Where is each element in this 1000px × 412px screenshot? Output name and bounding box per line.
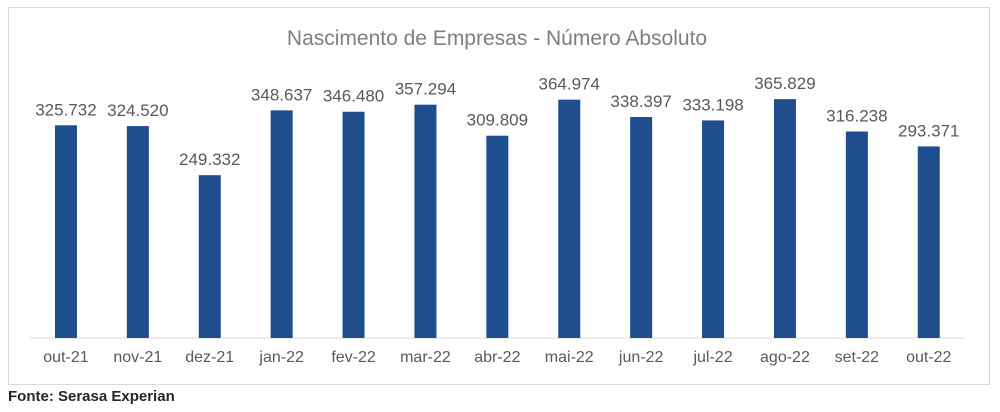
data-label: 357.294 bbox=[395, 80, 456, 99]
x-tick-label: nov-21 bbox=[113, 349, 162, 366]
source-note: Fonte: Serasa Experian bbox=[8, 388, 175, 405]
bar-nov-21 bbox=[126, 126, 149, 338]
x-tick-label: fev-22 bbox=[331, 349, 376, 366]
x-tick-label: set-22 bbox=[835, 349, 880, 366]
data-label: 364.974 bbox=[539, 75, 600, 94]
data-label: 293.371 bbox=[898, 121, 959, 140]
data-label: 324.520 bbox=[107, 101, 168, 120]
data-label: 338.397 bbox=[610, 92, 671, 111]
data-label: 365.829 bbox=[754, 74, 815, 93]
x-tick-label: mai-22 bbox=[545, 349, 594, 366]
x-tick-label: mar-22 bbox=[400, 349, 451, 366]
bar-mai-22 bbox=[558, 99, 581, 338]
bar-out-21 bbox=[54, 125, 77, 339]
data-label: 348.637 bbox=[251, 85, 312, 104]
x-tick-label: out-21 bbox=[43, 349, 88, 366]
x-tick-label: jul-22 bbox=[692, 349, 732, 366]
x-tick-label: jan-22 bbox=[258, 349, 304, 366]
data-label: 325.732 bbox=[35, 100, 96, 119]
bar-abr-22 bbox=[486, 135, 509, 338]
bar-jul-22 bbox=[702, 120, 725, 338]
chart-frame bbox=[8, 7, 990, 385]
data-label: 316.238 bbox=[826, 106, 887, 125]
x-tick-label: abr-22 bbox=[474, 349, 520, 366]
x-tick-label: out-22 bbox=[906, 349, 951, 366]
bar-jan-22 bbox=[270, 110, 293, 338]
x-tick-label: jun-22 bbox=[618, 349, 664, 366]
bar-mar-22 bbox=[414, 104, 437, 339]
data-label: 333.198 bbox=[682, 95, 743, 114]
x-tick-label: ago-22 bbox=[760, 349, 810, 366]
bar-dez-21 bbox=[198, 175, 221, 338]
x-tick-label: dez-21 bbox=[185, 349, 234, 366]
bar-set-22 bbox=[845, 131, 868, 338]
data-label: 309.809 bbox=[467, 111, 528, 130]
bar-out-22 bbox=[917, 146, 940, 338]
data-label: 249.332 bbox=[179, 150, 240, 169]
bar-jun-22 bbox=[630, 117, 653, 338]
bar-fev-22 bbox=[342, 111, 365, 338]
chart-title: Nascimento de Empresas - Número Absoluto bbox=[287, 27, 707, 50]
data-label: 346.480 bbox=[323, 87, 384, 106]
bar-ago-22 bbox=[773, 99, 796, 338]
